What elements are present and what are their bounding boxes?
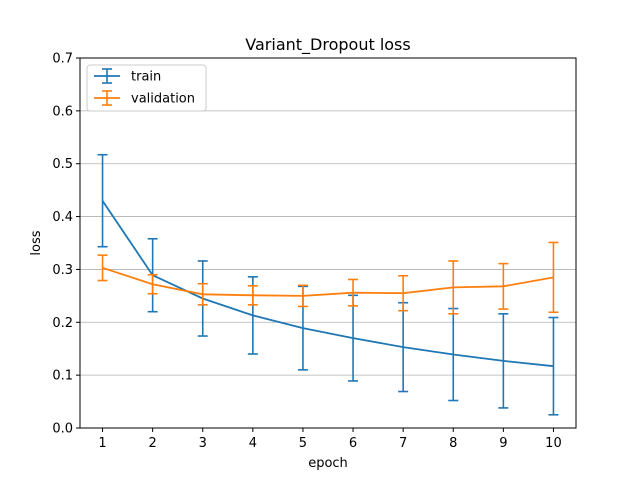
validation-series (97, 241, 559, 315)
legend: train validation (86, 64, 207, 112)
x-tick-label: 2 (149, 436, 157, 451)
grid-layer (80, 110, 576, 376)
series-layer (97, 153, 559, 416)
x-tick-label: 1 (98, 436, 106, 451)
y-tick-label: 0.1 (52, 369, 73, 384)
x-axis-label: epoch (308, 456, 348, 471)
plot-frame (79, 57, 577, 429)
x-tick-label: 7 (399, 436, 407, 451)
y-tick-label: 0.7 (52, 52, 73, 67)
y-tick-label: 0.0 (52, 422, 73, 437)
x-tick-label: 10 (545, 436, 562, 451)
validation-line (102, 266, 554, 297)
train-line (101, 200, 554, 368)
y-tick-label: 0.6 (52, 104, 73, 119)
chart-title: Variant_Dropout loss (245, 35, 410, 55)
y-tick-label: 0.4 (52, 210, 73, 225)
y-axis-label: loss (29, 230, 44, 255)
x-tick-label: 9 (499, 436, 507, 451)
y-tick-label: 0.5 (52, 157, 73, 172)
x-tick-label: 8 (449, 436, 457, 451)
x-tick-label: 5 (299, 436, 307, 451)
y-tick-label: 0.3 (52, 263, 73, 278)
legend-train-label: train (131, 70, 161, 85)
y-tick-label: 0.2 (52, 316, 73, 331)
x-tick-label: 4 (249, 436, 257, 451)
x-tick-label: 3 (199, 436, 207, 451)
x-tick-label: 6 (349, 436, 357, 451)
legend-validation-label: validation (131, 92, 195, 107)
tick-layer: 0.0 0.1 0.2 0.3 0.4 0.5 0.6 0.7 1 2 3 4 5 6 7 8 9 10 (52, 52, 561, 452)
